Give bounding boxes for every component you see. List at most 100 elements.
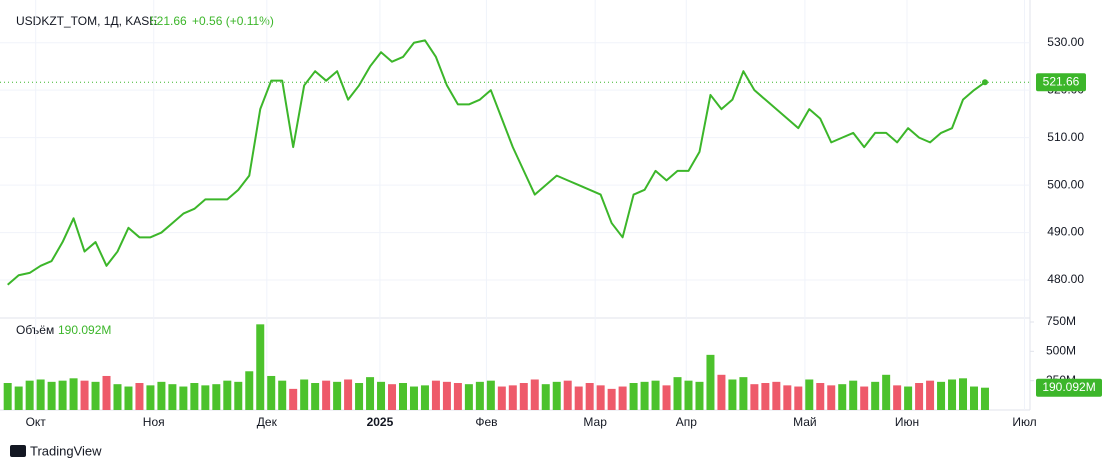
volume-bar xyxy=(695,381,704,410)
volume-bar xyxy=(618,386,627,410)
volume-bar xyxy=(69,378,78,410)
volume-bar xyxy=(377,381,386,410)
chart-title: USDKZT_TOM, 1Д, KASE xyxy=(16,14,157,28)
volume-bar xyxy=(827,385,836,410)
volume-last: 190.092M xyxy=(58,323,111,337)
volume-bar xyxy=(366,377,375,410)
x-tick-label: Дек xyxy=(257,415,278,429)
volume-bar xyxy=(552,381,561,410)
volume-bar xyxy=(893,385,902,410)
volume-tick-label: 750M xyxy=(1046,314,1076,328)
x-tick-label: Июн xyxy=(895,415,919,429)
volume-bar xyxy=(530,379,539,410)
volume-bar xyxy=(234,381,243,410)
volume-bar xyxy=(113,384,122,410)
volume-bar xyxy=(486,380,495,410)
x-tick-label: Апр xyxy=(676,415,698,429)
volume-bar xyxy=(256,324,265,410)
brand: TradingView xyxy=(30,443,102,458)
volume-bar xyxy=(47,381,56,410)
volume-bar xyxy=(322,380,331,410)
volume-bar xyxy=(289,388,298,410)
volume-bar xyxy=(157,381,166,410)
volume-bar xyxy=(300,379,309,410)
volume-bar xyxy=(497,386,506,410)
volume-bar xyxy=(212,384,221,410)
last-point xyxy=(981,79,988,86)
volume-bar xyxy=(761,383,770,410)
volume-bar xyxy=(245,371,254,410)
brand-logo xyxy=(10,445,26,457)
x-tick-label: Июл xyxy=(1012,415,1036,429)
volume-bar xyxy=(904,386,913,410)
volume-bar xyxy=(278,380,287,410)
y-tick-label: 490.00 xyxy=(1047,225,1084,239)
volume-bar xyxy=(223,380,232,410)
volume-bar xyxy=(739,377,748,410)
volume-bar xyxy=(706,354,715,410)
volume-bar xyxy=(333,381,342,410)
y-tick-label: 530.00 xyxy=(1047,35,1084,49)
volume-bar xyxy=(388,384,397,410)
volume-last-label: 190.092M xyxy=(1042,380,1095,394)
volume-bar xyxy=(794,386,803,410)
volume-bar xyxy=(750,384,759,410)
volume-bar xyxy=(267,375,276,410)
volume-bar xyxy=(926,380,935,410)
volume-bar xyxy=(508,385,517,410)
volume-bar xyxy=(948,379,957,410)
volume-bar xyxy=(607,388,616,410)
volume-bar xyxy=(146,385,155,410)
y-tick-label: 500.00 xyxy=(1047,177,1084,191)
x-tick-label: Окт xyxy=(26,415,47,429)
x-tick-label: Мар xyxy=(583,415,607,429)
volume-bar xyxy=(629,383,638,410)
volume-bar xyxy=(519,383,528,410)
volume-tick-label: 500M xyxy=(1046,343,1076,357)
volume-bar xyxy=(596,385,605,410)
x-tick-label: 2025 xyxy=(367,415,394,429)
volume-bar xyxy=(980,387,989,410)
volume-bar xyxy=(783,385,792,410)
volume-bar xyxy=(563,380,572,410)
volume-bar xyxy=(915,383,924,410)
volume-bar xyxy=(135,383,144,410)
volume-bar xyxy=(651,380,660,410)
volume-bar xyxy=(673,377,682,410)
volume-bar xyxy=(409,386,418,410)
price-line xyxy=(7,39,986,286)
volume-bar xyxy=(36,379,45,410)
volume-bar xyxy=(849,380,858,410)
volume-bar xyxy=(344,379,353,410)
volume-bar xyxy=(25,380,34,410)
volume-bar xyxy=(937,381,946,410)
volume-bar xyxy=(871,381,880,410)
volume-bar xyxy=(574,386,583,410)
x-tick-label: Май xyxy=(793,415,817,429)
volume-bar xyxy=(959,378,968,410)
volume-bar xyxy=(3,383,12,410)
volume-bar xyxy=(728,379,737,410)
volume-bar xyxy=(14,386,23,410)
x-tick-label: Фев xyxy=(475,415,497,429)
volume-bar xyxy=(772,381,781,410)
volume-bar xyxy=(816,383,825,410)
volume-bar xyxy=(431,380,440,410)
y-tick-label: 480.00 xyxy=(1047,272,1084,286)
volume-bar xyxy=(717,374,726,410)
x-tick-label: Ноя xyxy=(143,415,165,429)
last-price: 521.66 xyxy=(150,14,187,28)
volume-bar xyxy=(882,374,891,410)
volume-bar xyxy=(420,385,429,410)
volume-bar xyxy=(475,381,484,410)
volume-bar xyxy=(398,383,407,410)
volume-bar xyxy=(684,380,693,410)
volume-title: Объём xyxy=(16,323,54,337)
volume-last-box xyxy=(1036,378,1102,397)
volume-bar xyxy=(168,384,177,410)
volume-bar xyxy=(179,386,188,410)
volume-bar xyxy=(311,383,320,410)
last-price-label: 521.66 xyxy=(1043,74,1080,88)
